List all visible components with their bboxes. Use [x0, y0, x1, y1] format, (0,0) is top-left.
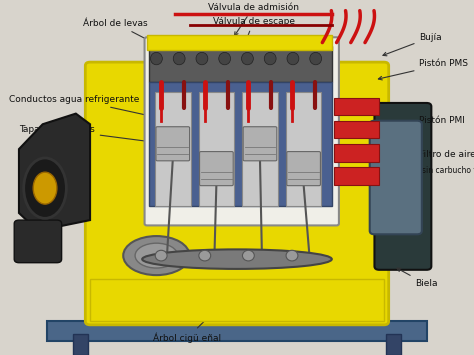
Bar: [334, 144, 379, 162]
Text: Conductos agua refrigerante: Conductos agua refrigerante: [9, 95, 176, 122]
Ellipse shape: [24, 158, 66, 218]
Ellipse shape: [142, 249, 332, 269]
FancyBboxPatch shape: [85, 62, 389, 325]
Ellipse shape: [241, 52, 253, 65]
Ellipse shape: [151, 52, 162, 65]
Bar: [199, 92, 234, 206]
Text: Bujía: Bujía: [383, 33, 442, 56]
Ellipse shape: [219, 52, 231, 65]
FancyBboxPatch shape: [243, 127, 277, 161]
FancyBboxPatch shape: [200, 152, 233, 186]
FancyBboxPatch shape: [287, 152, 320, 186]
Text: Válvula de escape: Válvula de escape: [213, 17, 294, 48]
Text: Árbol cigü eñal: Árbol cigü eñal: [153, 315, 221, 343]
Bar: [386, 334, 401, 355]
Bar: [90, 279, 384, 321]
Ellipse shape: [196, 52, 208, 65]
Bar: [155, 92, 191, 206]
Bar: [242, 92, 278, 206]
Bar: [147, 36, 332, 50]
Text: Válvula de admisión: Válvula de admisión: [208, 2, 299, 36]
FancyBboxPatch shape: [156, 127, 190, 161]
Ellipse shape: [242, 250, 255, 261]
FancyBboxPatch shape: [374, 103, 431, 270]
Text: Árbol de levas: Árbol de levas: [83, 18, 221, 78]
Text: Biela: Biela: [397, 268, 437, 289]
Polygon shape: [19, 114, 90, 231]
Bar: [73, 334, 88, 355]
Ellipse shape: [173, 52, 185, 65]
Bar: [334, 167, 379, 185]
Bar: [286, 92, 321, 206]
Bar: [149, 46, 332, 82]
Ellipse shape: [199, 250, 211, 261]
Ellipse shape: [155, 250, 167, 261]
FancyBboxPatch shape: [145, 37, 339, 225]
Ellipse shape: [287, 52, 299, 65]
FancyBboxPatch shape: [14, 220, 62, 263]
Bar: [334, 98, 379, 115]
Ellipse shape: [33, 172, 57, 204]
Bar: [47, 321, 427, 341]
Text: (sin carbucho filtrante): (sin carbucho filtrante): [419, 166, 474, 175]
Text: Filtro de aire: Filtro de aire: [402, 150, 474, 167]
Ellipse shape: [123, 236, 190, 275]
Ellipse shape: [310, 52, 321, 65]
Bar: [334, 121, 379, 138]
FancyBboxPatch shape: [370, 121, 422, 234]
Ellipse shape: [286, 250, 298, 261]
Text: Tapa de cilindros: Tapa de cilindros: [19, 125, 176, 146]
Ellipse shape: [264, 52, 276, 65]
Bar: [149, 82, 332, 206]
Text: Pistón PMS: Pistón PMS: [378, 59, 468, 80]
Text: Pistón PMI: Pistón PMI: [378, 116, 465, 135]
Ellipse shape: [135, 243, 178, 268]
